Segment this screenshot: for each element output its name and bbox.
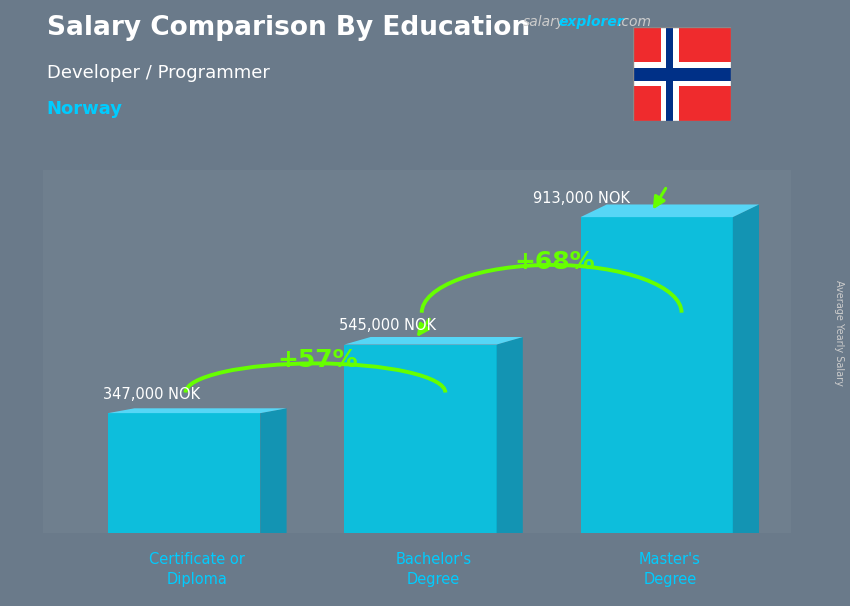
Text: 913,000 NOK: 913,000 NOK [533, 191, 631, 206]
Text: +57%: +57% [278, 348, 359, 372]
Bar [660, 27, 679, 121]
Polygon shape [496, 337, 523, 533]
Text: salary: salary [523, 15, 565, 29]
Text: .com: .com [617, 15, 651, 29]
Polygon shape [260, 408, 286, 533]
Polygon shape [108, 408, 286, 413]
Bar [633, 62, 731, 87]
Text: Developer / Programmer: Developer / Programmer [47, 64, 269, 82]
Polygon shape [344, 337, 523, 345]
Text: 347,000 NOK: 347,000 NOK [103, 387, 200, 402]
Text: explorer: explorer [558, 15, 624, 29]
Bar [633, 68, 731, 81]
Bar [666, 27, 673, 121]
Text: Salary Comparison By Education: Salary Comparison By Education [47, 15, 530, 41]
Polygon shape [733, 204, 759, 533]
Polygon shape [581, 217, 733, 533]
Text: Average Yearly Salary: Average Yearly Salary [834, 281, 844, 386]
Text: Certificate or
Diploma: Certificate or Diploma [150, 552, 246, 587]
Text: 545,000 NOK: 545,000 NOK [339, 319, 436, 333]
Polygon shape [344, 345, 496, 533]
Text: Norway: Norway [47, 100, 122, 118]
Polygon shape [581, 204, 759, 217]
Text: Master's
Degree: Master's Degree [639, 552, 700, 587]
Text: +68%: +68% [514, 250, 595, 275]
Polygon shape [108, 413, 260, 533]
Text: Bachelor's
Degree: Bachelor's Degree [395, 552, 472, 587]
